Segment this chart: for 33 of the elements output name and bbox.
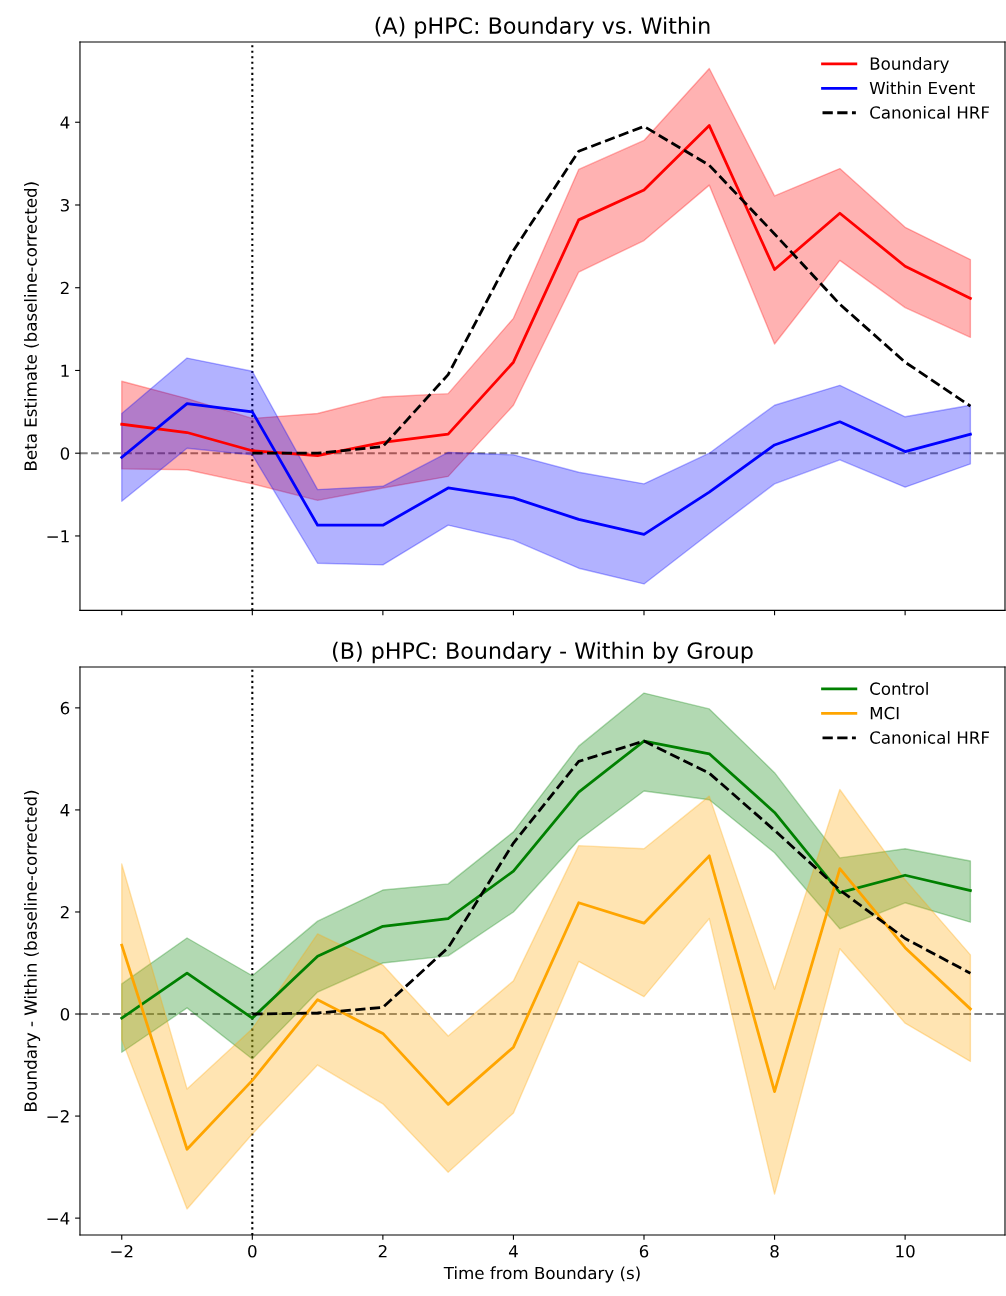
x-tick-label: 0 bbox=[248, 1244, 257, 1258]
y-tick-label: −4 bbox=[47, 1212, 70, 1225]
line-series bbox=[120, 854, 972, 1151]
y-tick-label: 0 bbox=[60, 1007, 70, 1021]
y-tick-label: 6 bbox=[60, 701, 70, 715]
y-tick-label: 1 bbox=[61, 364, 69, 377]
legend-label: Boundary bbox=[870, 56, 949, 74]
y-tick-label: −2 bbox=[47, 1110, 69, 1123]
x-tick-label: 4 bbox=[508, 1245, 518, 1258]
x-tick-label: 8 bbox=[770, 1244, 779, 1258]
y-tick-label: −1 bbox=[47, 530, 69, 543]
x-tick-label: −2 bbox=[111, 1244, 133, 1258]
x-tick-label: 6 bbox=[639, 1244, 649, 1258]
legend-label: Canonical HRF bbox=[870, 105, 990, 119]
legend-label: Within Event bbox=[869, 81, 975, 95]
y-axis-title: Beta Estimate (baseline-corrected) bbox=[24, 182, 39, 470]
y-tick-label: 0 bbox=[60, 447, 70, 460]
chart-title: (A) pHPC: Boundary vs. Within bbox=[375, 16, 710, 39]
y-axis-title: Boundary - Within (baseline-corrected) bbox=[24, 790, 41, 1111]
x-tick-label: 10 bbox=[896, 1244, 915, 1258]
legend-label: Canonical HRF bbox=[870, 730, 990, 744]
y-tick-label: 2 bbox=[60, 905, 69, 919]
line-series bbox=[120, 124, 972, 458]
y-tick-label: 4 bbox=[60, 116, 70, 129]
legend-label: MCI bbox=[870, 706, 899, 720]
legend-label: Control bbox=[870, 682, 928, 695]
line-series bbox=[120, 402, 972, 536]
y-tick-label: 3 bbox=[60, 198, 69, 212]
x-tick-label: 2 bbox=[378, 1244, 387, 1258]
y-tick-label: 2 bbox=[60, 281, 69, 295]
chart-title: (B) pHPC: Boundary - Within by Group bbox=[332, 641, 753, 664]
x-axis-title: Time from Boundary (s) bbox=[443, 1266, 640, 1283]
y-tick-label: 4 bbox=[60, 804, 70, 817]
